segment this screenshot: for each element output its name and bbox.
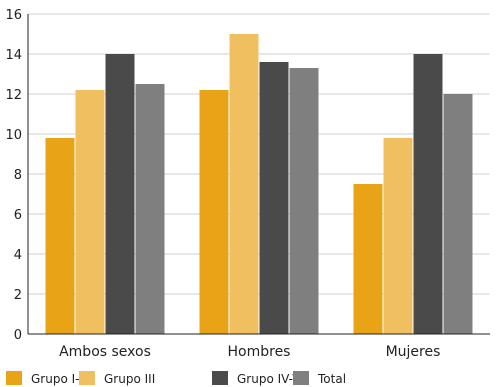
bar-grupo-iv-v-ambos-sexos <box>105 54 135 334</box>
y-tick-label: 4 <box>14 248 22 263</box>
bar-grupo-iii-hombres <box>229 34 259 334</box>
y-tick-label: 16 <box>5 8 22 23</box>
legend-label: Grupo I-II <box>31 372 87 386</box>
bar-total-hombres <box>289 68 319 334</box>
legend: Grupo I-II Grupo III Grupo IV-V Total <box>6 371 346 386</box>
y-tick-label: 10 <box>5 128 22 143</box>
axes <box>27 14 490 335</box>
bar-grupo-iii-ambos-sexos <box>75 90 105 334</box>
bar-total-mujeres <box>443 94 473 334</box>
bar-grupo-iv-v-hombres <box>259 62 289 334</box>
legend-swatch <box>79 371 95 385</box>
y-tick-labels: 0 2 4 6 8 10 12 14 16 <box>5 8 22 343</box>
gridlines <box>28 13 490 295</box>
bar-grupo-i-ii-hombres <box>199 90 229 334</box>
category-label: Mujeres <box>386 344 441 360</box>
bars <box>45 34 473 334</box>
category-label: Ambos sexos <box>59 344 151 360</box>
legend-label: Grupo III <box>104 372 155 386</box>
legend-swatch <box>293 371 309 385</box>
y-tick-label: 8 <box>14 168 22 183</box>
bar-grupo-iii-mujeres <box>383 138 413 334</box>
bar-grupo-iv-v-mujeres <box>413 54 443 334</box>
legend-label: Grupo IV-V <box>237 372 301 386</box>
y-tick-label: 12 <box>5 88 22 103</box>
legend-swatch <box>6 371 22 385</box>
bar-grupo-i-ii-mujeres <box>353 184 383 334</box>
category-label: Hombres <box>228 344 291 360</box>
category-labels: Ambos sexos Hombres Mujeres <box>59 344 440 360</box>
legend-swatch <box>212 371 228 385</box>
y-tick-label: 6 <box>14 208 22 223</box>
y-tick-label: 0 <box>14 328 22 343</box>
legend-label: Total <box>317 372 346 386</box>
y-tick-label: 2 <box>14 288 22 303</box>
y-tick-label: 14 <box>5 48 22 63</box>
bar-total-ambos-sexos <box>135 84 165 334</box>
bar-grupo-i-ii-ambos-sexos <box>45 138 75 334</box>
